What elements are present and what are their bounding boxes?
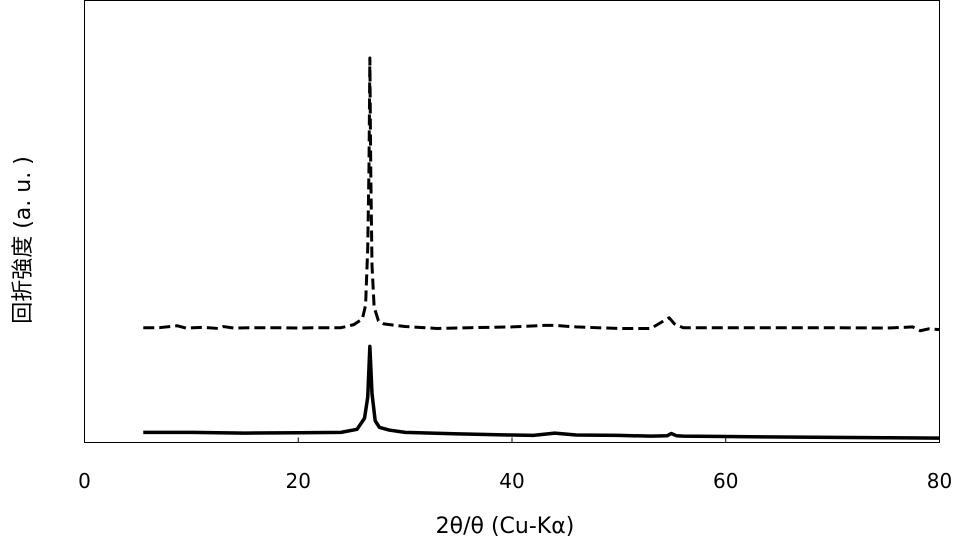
series-layer [143, 56, 940, 440]
x-tick-label: 0 [78, 469, 91, 493]
series-solid-line [143, 344, 940, 440]
plot-area-frame [84, 0, 940, 443]
x-axis-title: 2θ/θ (Cu-Kα) [436, 514, 575, 539]
y-axis-title: 回折強度 (a. u. ) [11, 156, 36, 324]
x-ticks: 0 20 40 60 80 [78, 437, 952, 493]
x-tick-label: 80 [927, 469, 952, 493]
x-tick-label: 40 [499, 469, 524, 493]
series-dashed-line [143, 56, 940, 333]
x-tick-label: 20 [286, 469, 311, 493]
x-tick-label: 60 [713, 469, 738, 493]
